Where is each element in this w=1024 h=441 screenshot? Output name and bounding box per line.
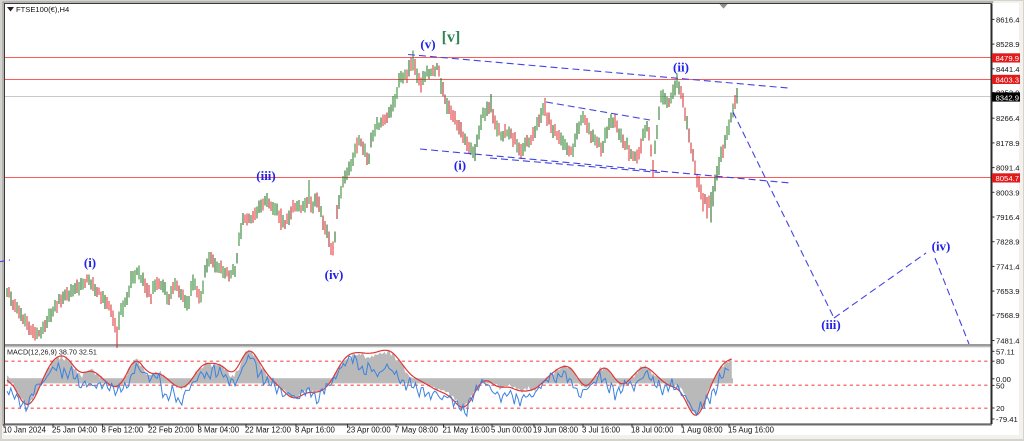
svg-text:57.11: 57.11 — [996, 347, 1015, 356]
svg-text:(i): (i) — [454, 158, 466, 173]
svg-text:50: 50 — [996, 381, 1005, 390]
svg-text:7 May 08:00: 7 May 08:00 — [395, 426, 439, 435]
svg-text:8616.4: 8616.4 — [996, 15, 1020, 24]
svg-text:1 Aug 08:00: 1 Aug 08:00 — [681, 426, 723, 435]
svg-text:15 Aug 16:00: 15 Aug 16:00 — [728, 426, 775, 435]
svg-text:25 Jan 04:00: 25 Jan 04:00 — [52, 426, 98, 435]
svg-text:(v): (v) — [420, 37, 435, 52]
svg-text:(i): (i) — [84, 255, 96, 270]
svg-text:7481.4: 7481.4 — [996, 337, 1020, 346]
svg-text:0.00: 0.00 — [996, 375, 1011, 384]
svg-text:7568.9: 7568.9 — [996, 311, 1020, 320]
svg-text:8091.4: 8091.4 — [996, 164, 1020, 173]
svg-text:23 Apr 00:00: 23 Apr 00:00 — [347, 426, 392, 435]
svg-text:19 Jun 08:00: 19 Jun 08:00 — [533, 426, 579, 435]
svg-text:3 Jul 16:00: 3 Jul 16:00 — [582, 426, 621, 435]
svg-text:5 Jun 00:00: 5 Jun 00:00 — [491, 426, 532, 435]
svg-text:8403.3: 8403.3 — [996, 76, 1020, 85]
svg-text:22 Feb 20:00: 22 Feb 20:00 — [148, 426, 195, 435]
svg-text:21 May 16:00: 21 May 16:00 — [443, 426, 491, 435]
svg-text:8479.9: 8479.9 — [996, 54, 1020, 63]
svg-text:8178.9: 8178.9 — [996, 139, 1020, 148]
svg-text:8342.9: 8342.9 — [996, 93, 1020, 102]
svg-text:8 Apr 16:00: 8 Apr 16:00 — [295, 426, 336, 435]
svg-text:-79.41: -79.41 — [996, 415, 1018, 424]
svg-text:7828.9: 7828.9 — [996, 238, 1020, 247]
svg-text:20: 20 — [996, 404, 1005, 413]
svg-text:(iv): (iv) — [325, 267, 344, 282]
svg-text:18 Jul 00:00: 18 Jul 00:00 — [631, 426, 674, 435]
svg-text:[v]: [v] — [442, 29, 461, 46]
svg-text:(ii): (ii) — [673, 60, 689, 75]
svg-text:7653.9: 7653.9 — [996, 287, 1020, 296]
svg-text:7916.4: 7916.4 — [996, 213, 1020, 222]
svg-text:80: 80 — [996, 357, 1005, 366]
svg-text:8054.7: 8054.7 — [996, 174, 1020, 183]
svg-text:7741.4: 7741.4 — [996, 262, 1020, 271]
svg-text:10 Jan 2024: 10 Jan 2024 — [3, 426, 47, 435]
svg-text:FTSE100(€),H4: FTSE100(€),H4 — [16, 5, 69, 14]
svg-text:(iii): (iii) — [821, 317, 841, 332]
svg-text:(iii): (iii) — [256, 168, 276, 183]
svg-text:(iv): (iv) — [932, 239, 951, 254]
svg-text:8 Feb 12:00: 8 Feb 12:00 — [102, 426, 144, 435]
svg-text:22 Mar 12:00: 22 Mar 12:00 — [245, 426, 292, 435]
svg-text:8528.9: 8528.9 — [996, 40, 1020, 49]
svg-text:MACD(12,26,9) 38.70 32.51: MACD(12,26,9) 38.70 32.51 — [7, 348, 97, 357]
svg-text:8266.4: 8266.4 — [996, 114, 1020, 123]
svg-text:8003.9: 8003.9 — [996, 188, 1020, 197]
svg-text:8 Mar 04:00: 8 Mar 04:00 — [198, 426, 240, 435]
svg-text:8441.4: 8441.4 — [996, 65, 1020, 74]
